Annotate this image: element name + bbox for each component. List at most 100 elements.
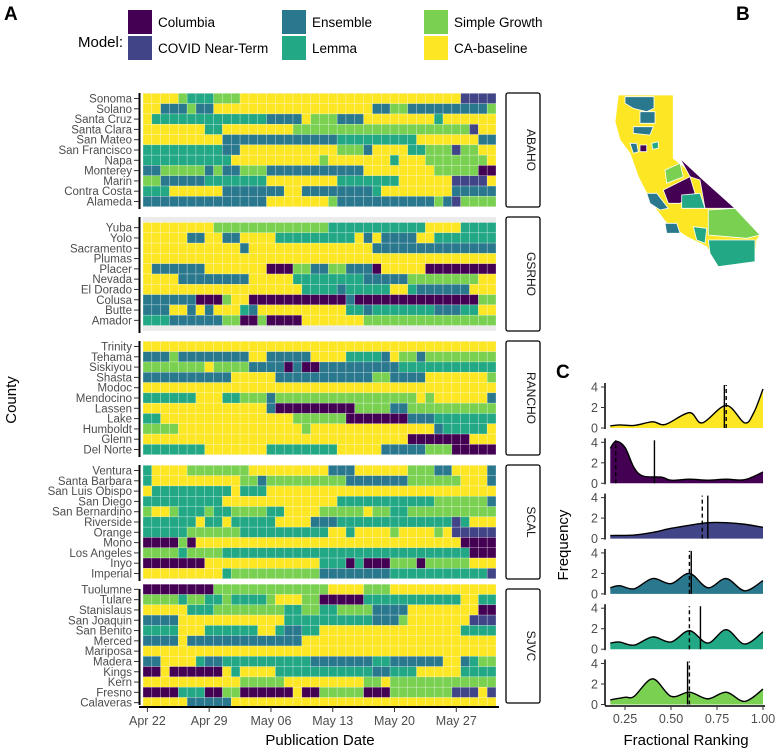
county-region (639, 111, 656, 124)
heatmap-cell (248, 614, 258, 626)
heatmap-cell (222, 93, 232, 104)
heatmap-cell (142, 222, 153, 234)
heatmap-cell (319, 314, 329, 326)
heatmap-cell (204, 635, 214, 647)
heatmap-cell (178, 242, 188, 254)
county-label: Amador (92, 315, 132, 327)
heatmap-cell (160, 423, 170, 435)
heatmap-cell (425, 185, 435, 197)
heatmap-cell (222, 196, 232, 207)
heatmap-cell (442, 294, 453, 306)
heatmap-cell (451, 273, 461, 285)
heatmap-cell (345, 465, 356, 476)
heatmap-cell (328, 113, 338, 125)
heatmap-cell (389, 604, 400, 616)
heatmap-cell (186, 516, 197, 528)
heatmap-cell (451, 382, 461, 394)
heatmap-cell (239, 413, 250, 425)
heatmap-cell (416, 144, 426, 156)
heatmap-cell (222, 557, 232, 569)
heatmap-cell (231, 351, 241, 363)
heatmap-cell (478, 506, 488, 518)
heatmap-cell (354, 625, 364, 636)
y-tick-label: 0 (591, 643, 598, 657)
heatmap-cell (416, 222, 426, 234)
heatmap-cell (336, 433, 347, 445)
heatmap-cell (169, 433, 179, 445)
heatmap-cell (195, 526, 206, 538)
heatmap-cell (142, 253, 153, 264)
heatmap-cell (407, 444, 417, 455)
heatmap-cell (310, 516, 320, 528)
heatmap-cell (283, 273, 294, 285)
heatmap-cell (478, 392, 488, 404)
heatmap-cell (222, 676, 232, 688)
heatmap-cell (231, 314, 241, 326)
heatmap-cell (433, 232, 444, 244)
heatmap-cell (169, 614, 179, 626)
heatmap-cell (442, 614, 453, 626)
heatmap-cell (248, 402, 258, 414)
heatmap-cell (486, 506, 497, 518)
county-label: Tehama (91, 352, 133, 364)
heatmap-cell (381, 656, 391, 667)
heatmap-cell (460, 413, 470, 425)
heatmap-cell (275, 423, 285, 435)
heatmap-cell (416, 444, 426, 455)
heatmap-cell (257, 361, 267, 373)
heatmap-cell (478, 465, 488, 476)
heatmap-cell (389, 676, 400, 688)
heatmap-cell (275, 103, 285, 115)
heatmap-cell (433, 263, 444, 275)
county-label: Calaveras (80, 698, 132, 710)
heatmap-cell (372, 547, 382, 559)
heatmap-cell (257, 196, 267, 207)
heatmap-cell (301, 154, 311, 166)
heatmap-cell (257, 465, 267, 476)
heatmap-cell (433, 413, 444, 425)
heatmap-cell (336, 604, 347, 616)
heatmap-cell (460, 635, 470, 647)
heatmap-cell (478, 273, 488, 285)
heatmap-cell (381, 465, 391, 476)
heatmap-cell (222, 372, 232, 383)
heatmap-cell (239, 506, 250, 518)
heatmap-cell (381, 103, 391, 115)
heatmap-cell (213, 557, 223, 569)
heatmap-cell (354, 273, 364, 285)
heatmap-cell (389, 423, 400, 435)
heatmap-cell (328, 537, 338, 549)
heatmap-cell (433, 392, 444, 404)
heatmap-cell (486, 263, 497, 275)
heatmap-cell (363, 475, 373, 487)
heatmap-cell (460, 242, 470, 254)
heatmap-cell (319, 351, 329, 363)
heatmap-cell (345, 516, 356, 528)
heatmap-cell (486, 175, 497, 187)
heatmap-cell (310, 537, 320, 549)
heatmap-cell (486, 433, 497, 445)
heatmap-cell (257, 604, 267, 616)
heatmap-cell (310, 93, 320, 104)
heatmap-cell (407, 103, 417, 115)
heatmap-cell (407, 635, 417, 647)
heatmap-cell (169, 314, 179, 326)
heatmap-cell (345, 496, 356, 507)
heatmap-cell (310, 557, 320, 569)
heatmap-cell (319, 392, 329, 404)
heatmap-cell (310, 382, 320, 394)
heatmap-cell (433, 196, 444, 207)
heatmap-cell (398, 656, 408, 667)
heatmap-cell (372, 686, 382, 698)
heatmap-cell (266, 382, 276, 394)
heatmap-cell (416, 242, 426, 254)
heatmap-cell (142, 604, 153, 616)
heatmap-cell (319, 263, 329, 275)
heatmap-cell (345, 175, 356, 187)
heatmap-cell (151, 475, 161, 487)
heatmap-cell (239, 314, 250, 326)
heatmap-cell (248, 444, 258, 455)
heatmap-cell (239, 232, 250, 244)
heatmap-cell (478, 557, 488, 569)
heatmap-cell (213, 676, 223, 688)
